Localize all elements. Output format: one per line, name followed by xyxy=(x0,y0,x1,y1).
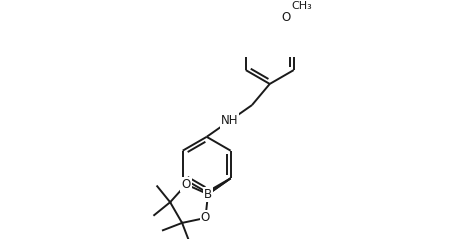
Text: B: B xyxy=(204,188,212,201)
Text: NH: NH xyxy=(221,114,238,127)
Text: O: O xyxy=(201,211,210,224)
Text: O: O xyxy=(182,178,191,191)
Text: CH₃: CH₃ xyxy=(291,1,312,12)
Text: O: O xyxy=(281,11,290,24)
Text: B: B xyxy=(204,188,212,201)
Text: B: B xyxy=(204,188,212,201)
